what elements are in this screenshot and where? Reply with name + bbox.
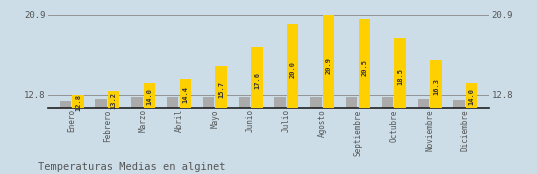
Bar — [96, 99, 107, 108]
Bar — [418, 99, 429, 108]
Text: 20.0: 20.0 — [289, 61, 296, 78]
Text: 14.0: 14.0 — [469, 88, 475, 105]
Bar — [108, 91, 119, 108]
Bar — [215, 66, 227, 108]
Bar — [430, 60, 441, 108]
Bar — [310, 97, 322, 108]
Bar — [394, 38, 406, 108]
Text: 16.3: 16.3 — [433, 78, 439, 95]
Text: 14.0: 14.0 — [147, 88, 153, 105]
Text: 12.8: 12.8 — [75, 94, 81, 111]
Bar — [382, 97, 393, 108]
Bar — [131, 97, 143, 108]
Bar — [323, 15, 334, 108]
Bar — [346, 97, 358, 108]
Text: 18.5: 18.5 — [397, 68, 403, 85]
Bar — [251, 47, 263, 108]
Bar — [238, 97, 250, 108]
Bar — [466, 83, 477, 108]
Bar — [274, 97, 286, 108]
Bar — [203, 97, 214, 108]
Text: 15.7: 15.7 — [218, 81, 224, 98]
Bar — [72, 95, 84, 108]
Text: 20.5: 20.5 — [361, 59, 367, 76]
Bar — [167, 97, 178, 108]
Bar — [359, 19, 370, 108]
Text: Temperaturas Medias en alginet: Temperaturas Medias en alginet — [38, 162, 225, 172]
Text: 14.4: 14.4 — [182, 86, 188, 103]
Text: 20.9: 20.9 — [325, 57, 331, 74]
Bar — [179, 79, 191, 108]
Text: 17.6: 17.6 — [254, 72, 260, 89]
Bar — [60, 101, 71, 108]
Bar — [287, 23, 299, 108]
Bar — [144, 83, 155, 108]
Bar — [453, 100, 465, 108]
Text: 13.2: 13.2 — [111, 92, 117, 109]
